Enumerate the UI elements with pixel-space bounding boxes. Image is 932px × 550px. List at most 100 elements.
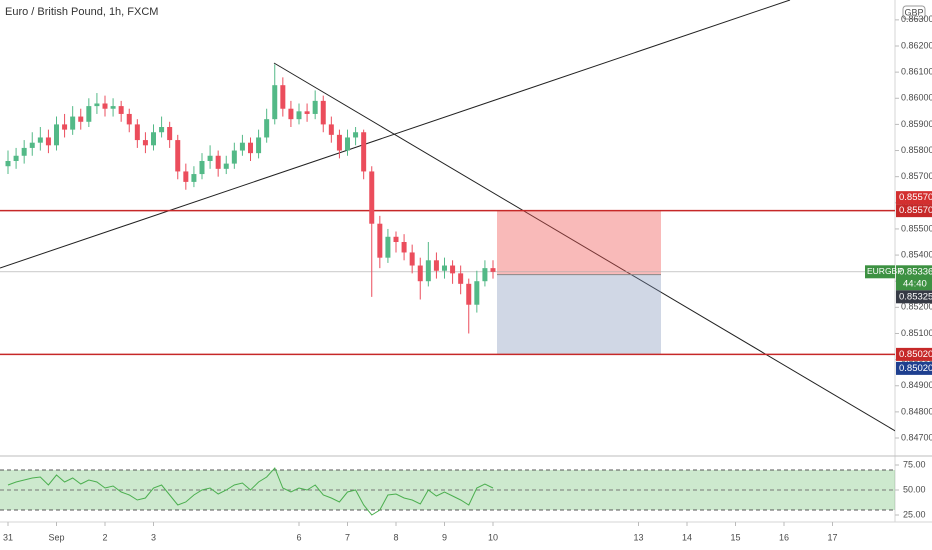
- y-tick-label: 0.86200: [901, 40, 932, 50]
- x-tick-label: 2: [102, 532, 107, 542]
- candle-body: [29, 142, 35, 148]
- stop-zone: [497, 210, 661, 275]
- candle-body: [466, 283, 472, 305]
- candle-body: [304, 111, 310, 114]
- candle-body: [369, 171, 375, 224]
- entry-label: 0.85325: [899, 291, 932, 302]
- x-tick-label: 10: [488, 532, 498, 542]
- candle-body: [86, 106, 92, 122]
- candle-body: [54, 124, 59, 146]
- y-tick-label: 0.86300: [901, 14, 932, 24]
- candle-body: [167, 127, 173, 141]
- candle-body: [126, 113, 132, 125]
- candle-body: [134, 124, 140, 141]
- candle-body: [239, 142, 245, 151]
- candle-body: [288, 108, 294, 120]
- rsi-tick-label: 75.00: [903, 459, 926, 469]
- candle-body: [102, 103, 108, 109]
- y-tick-label: 0.86000: [901, 93, 932, 103]
- candle-body: [490, 268, 496, 272]
- y-tick-label: 0.85900: [901, 119, 932, 129]
- x-tick-label: 8: [393, 532, 398, 542]
- x-tick-label: 6: [296, 532, 301, 542]
- candle-body: [70, 116, 76, 130]
- symbol: EURGBP: [867, 266, 903, 276]
- x-tick-label: 14: [682, 532, 692, 542]
- rsi-tick-label: 50.00: [903, 484, 926, 494]
- level-label-box: [896, 347, 932, 361]
- x-tick-label: 9: [442, 532, 447, 542]
- candle-body: [248, 142, 253, 154]
- candle-body: [231, 150, 237, 164]
- candle-body: [37, 137, 43, 143]
- x-tick-label: 7: [345, 532, 350, 542]
- x-tick-label: 3: [151, 532, 156, 542]
- candle-body: [94, 103, 100, 107]
- rsi-line: [7, 467, 494, 516]
- y-tick-label: 0.85100: [901, 328, 932, 338]
- level-label-box: [896, 204, 932, 218]
- candle-body: [256, 137, 262, 154]
- candle-body: [118, 106, 124, 114]
- last-price: 0.85336: [899, 266, 932, 277]
- x-tick-label: 15: [730, 532, 740, 542]
- candle-body: [312, 100, 318, 114]
- y-tick-label: 0.84700: [901, 432, 932, 442]
- candle-body: [296, 111, 302, 120]
- candle-body: [207, 155, 213, 161]
- y-tick-label: 0.85200: [901, 302, 932, 312]
- candle-body: [409, 252, 415, 266]
- stop-label-box: [896, 191, 932, 205]
- candle-body: [345, 137, 350, 151]
- y-tick-label: 0.85400: [901, 249, 932, 259]
- stop-label: 0.85570: [899, 192, 932, 203]
- target-label: 0.85020: [899, 363, 932, 374]
- candles: [0, 64, 895, 356]
- currency-badge: [902, 5, 926, 20]
- level-label: 0.85570: [899, 205, 932, 216]
- trend-line: [0, 0, 791, 269]
- x-tick-label: 13: [633, 532, 643, 542]
- x-tick-label: 16: [779, 532, 789, 542]
- candle-body: [336, 134, 342, 151]
- rsi-tick-label: 25.00: [903, 509, 926, 519]
- candle-body: [353, 132, 359, 138]
- countdown: 44:40: [903, 278, 927, 289]
- candle-body: [223, 163, 229, 169]
- trend-line: [273, 62, 895, 432]
- candle-body: [151, 132, 156, 146]
- candle-body: [482, 268, 488, 282]
- candle-body: [417, 265, 423, 282]
- candle-body: [433, 260, 439, 271]
- candle-body: [361, 132, 367, 172]
- x-tick-label: 31: [3, 532, 13, 542]
- y-tick-label: 0.84800: [901, 406, 932, 416]
- candle-body: [474, 281, 480, 305]
- candle-body: [110, 106, 116, 109]
- candle-body: [199, 160, 205, 175]
- entry-label-box: [896, 290, 932, 304]
- candle-body: [175, 140, 181, 172]
- candle-body: [13, 155, 19, 161]
- candle-body: [183, 171, 189, 182]
- symbol-box: [865, 265, 895, 279]
- candle-body: [425, 260, 431, 282]
- candle-body: [272, 85, 278, 120]
- candle-body: [442, 265, 447, 271]
- target-zone: [497, 274, 661, 355]
- y-tick-label: 0.86100: [901, 67, 932, 77]
- candle-body: [264, 119, 270, 138]
- x-tick-label: 17: [827, 532, 837, 542]
- candle-body: [385, 236, 391, 258]
- candle-body: [280, 85, 286, 109]
- candle-body: [45, 137, 51, 146]
- y-tick-label: 0.85700: [901, 171, 932, 181]
- drawings: [0, 0, 895, 432]
- chart-title: Euro / British Pound, 1h, FXCM: [5, 6, 158, 18]
- candle-body: [450, 265, 456, 274]
- candle-body: [159, 127, 165, 133]
- candle-body: [377, 223, 383, 258]
- y-tick-label: 0.85800: [901, 145, 932, 155]
- candle-body: [62, 124, 68, 130]
